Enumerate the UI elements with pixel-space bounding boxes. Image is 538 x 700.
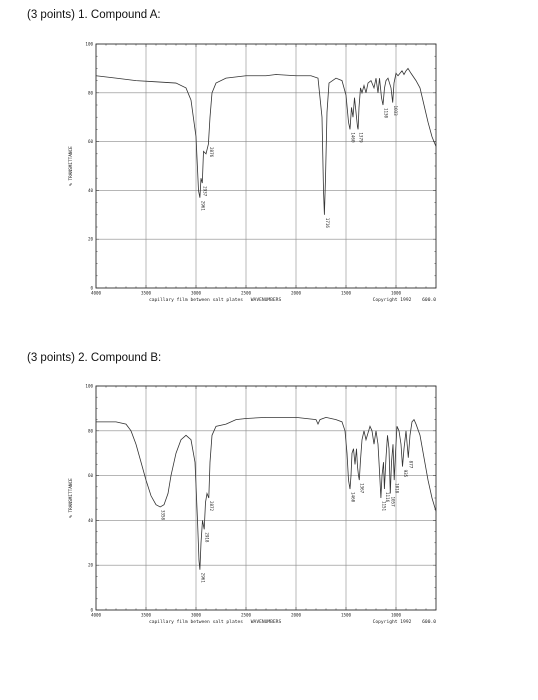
x-end-label: 600.0 [422, 619, 436, 625]
x-tick-label: 3000 [191, 613, 202, 618]
spectrum-a-svg: 100 80 60 40 20 0 % TRANSMITTANCE 4000 3500 3000 2… [68, 42, 437, 303]
y-tick-label: 0 [90, 286, 93, 291]
question-2-heading: (3 points) 2. Compound B: [27, 352, 162, 364]
y-tick-label: 0 [90, 608, 93, 613]
y-tick-label: 40 [88, 188, 94, 193]
y-tick-label: 60 [88, 139, 94, 144]
x-tick-label: 3500 [141, 291, 152, 296]
peak-label: 3358 [161, 510, 166, 521]
x-tick-label: 2000 [291, 613, 302, 618]
plot-frame [95, 43, 437, 289]
copyright-note: Copyright 1992 [373, 619, 412, 625]
peak-label: 877 [409, 461, 414, 469]
peak-label: 1130 [383, 108, 388, 119]
y-axis-title: % TRANSMITTANCE [68, 146, 74, 186]
ir-spectrum-compound-a: 100 80 60 40 20 0 % TRANSMITTANCE 4000 3500 3000 2… [60, 38, 450, 318]
x-tick-label: 4000 [91, 613, 102, 618]
x-tick-label: 1500 [341, 613, 352, 618]
y-tick-label: 40 [88, 518, 94, 523]
peak-label: 2918 [205, 532, 210, 543]
spectrum-trace [95, 67, 437, 215]
spectrum-trace [96, 416, 437, 570]
x-tick-label: 2500 [241, 613, 252, 618]
y-tick-label: 20 [88, 237, 94, 242]
x-end-label: 600.0 [422, 297, 436, 303]
y-tick-label: 60 [88, 473, 94, 478]
peak-label: 1367 [360, 483, 365, 494]
peak-label: 1116 [385, 492, 390, 503]
peak-label: 1033 [393, 106, 398, 117]
x-tick-label: 2000 [291, 291, 302, 296]
peak-label: 2872 [209, 501, 214, 512]
x-tick-label: 3000 [191, 291, 202, 296]
copyright-note: Copyright 1992 [373, 297, 412, 303]
ir-spectrum-compound-b: 100 80 60 40 20 0 % TRANSMITTANCE 4000 3500 3000 2… [60, 380, 450, 625]
peak-label: 1057 [391, 497, 396, 508]
peak-label: 2961 [200, 201, 205, 212]
peak-label: 1460 [350, 132, 355, 143]
peak-label: 1018 [395, 483, 400, 494]
peak-label: 2937 [203, 186, 208, 197]
x-tick-label: 4000 [91, 291, 102, 296]
peak-label: 1460 [350, 492, 355, 503]
spectrum-b-svg: 100 80 60 40 20 0 % TRANSMITTANCE 4000 3500 3000 2… [68, 384, 437, 625]
x-caption: capillary film between salt plates [149, 297, 243, 303]
y-tick-label: 80 [88, 428, 94, 433]
peak-label: 2876 [209, 147, 214, 158]
y-axis-title: % TRANSMITTANCE [68, 478, 74, 518]
x-tick-label: 1000 [391, 291, 402, 296]
y-tick-label: 100 [85, 384, 93, 389]
peak-label: 1379 [359, 132, 364, 143]
x-tick-label: 1500 [341, 291, 352, 296]
question-1-heading: (3 points) 1. Compound A: [27, 9, 161, 21]
x-tick-label: 1000 [391, 613, 402, 618]
y-tick-label: 20 [88, 563, 94, 568]
y-tick-label: 80 [88, 90, 94, 95]
peak-label: 2961 [200, 573, 205, 584]
x-axis-title: WAVENUMBERS [251, 297, 282, 303]
peak-label: 935 [403, 470, 408, 478]
x-tick-label: 3500 [141, 613, 152, 618]
y-tick-label: 100 [85, 42, 93, 47]
x-caption: capillary film between salt plates [149, 619, 243, 625]
x-tick-label: 2500 [241, 291, 252, 296]
peak-label: 1151 [381, 501, 386, 512]
x-axis-title: WAVENUMBERS [251, 619, 282, 625]
peak-label: 1716 [325, 218, 330, 229]
